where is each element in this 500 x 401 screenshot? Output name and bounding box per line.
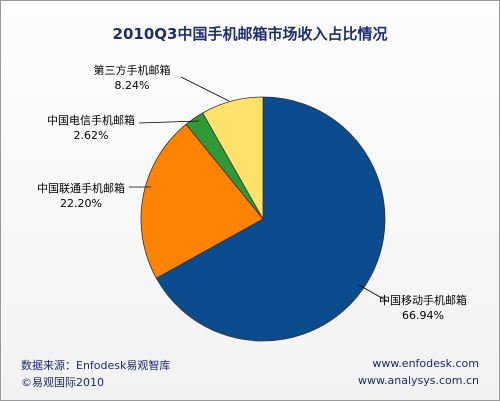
label-name: 中国移动手机邮箱 (379, 294, 467, 307)
copyright: ©易观国际2010 (21, 376, 104, 389)
label-name: 中国电信手机邮箱 (47, 114, 135, 127)
label-value: 8.24% (114, 79, 150, 92)
chart-title: 2010Q3中国手机邮箱市场收入占比情况 (112, 25, 388, 43)
slice-label: 中国联通手机邮箱 22.20% (33, 181, 129, 211)
slice-label: 第三方手机邮箱 8.24% (77, 63, 187, 93)
pie-slice (140, 123, 264, 279)
pie-slice (202, 96, 264, 221)
site: www.analysys.com.cn (358, 374, 479, 387)
leader-line (138, 120, 200, 124)
label-name: 第三方手机邮箱 (93, 64, 171, 77)
label-name: 中国联通手机邮箱 (37, 182, 125, 195)
source: 数据来源：Enfodesk易观智库 (21, 359, 171, 372)
label-value: 66.94% (402, 309, 444, 322)
pie-slice (155, 96, 386, 342)
label-value: 22.20% (60, 197, 102, 210)
label-value: 2.62% (73, 129, 109, 142)
site: www.enfodesk.com (372, 357, 479, 370)
slice-label: 中国移动手机邮箱 66.94% (373, 293, 473, 323)
slice-label: 中国电信手机邮箱 2.62% (41, 113, 141, 143)
leader-line (358, 284, 388, 302)
leader-line (180, 76, 230, 102)
